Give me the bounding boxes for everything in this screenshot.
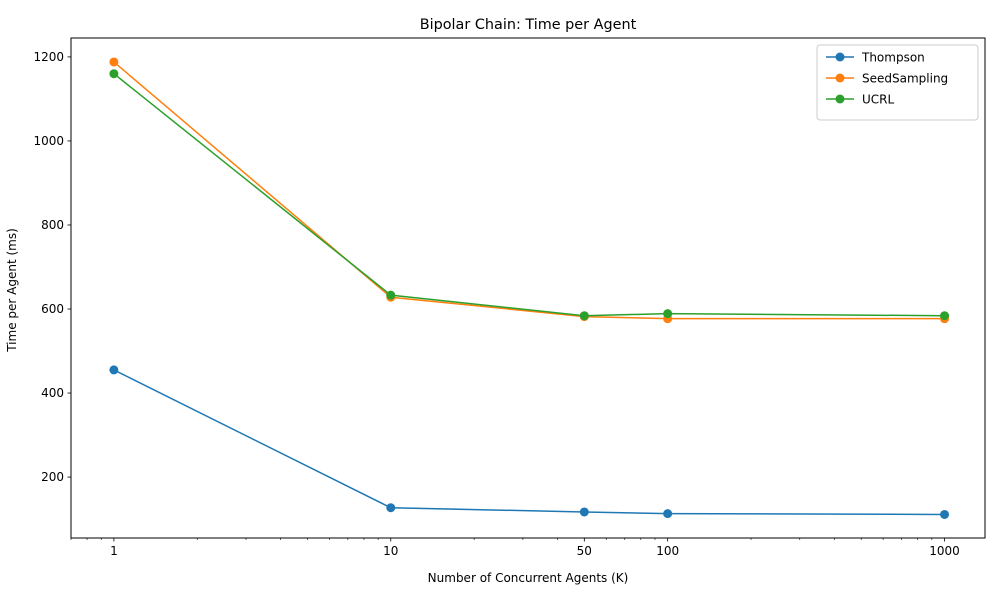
- x-tick-label: 1: [110, 544, 118, 558]
- y-tick-label: 200: [41, 470, 64, 484]
- y-tick-label: 1200: [33, 50, 64, 64]
- legend-marker-thompson: [835, 52, 845, 62]
- plot-area: 1 10 50 100 1000 200 400 600 800 1000 1200: [33, 37, 986, 558]
- plot-frame: [70, 37, 986, 539]
- x-tick-label: 50: [577, 544, 592, 558]
- y-tick-label: 800: [41, 218, 64, 232]
- data-point-thompson: [386, 503, 396, 513]
- data-point-thompson: [109, 365, 119, 375]
- y-tick-label: 600: [41, 302, 64, 316]
- data-point-ucrl: [386, 290, 396, 300]
- data-point-ucrl: [663, 309, 673, 319]
- data-point-ucrl: [579, 311, 589, 321]
- legend-box: [816, 44, 979, 121]
- legend-marker-ucrl: [835, 94, 845, 104]
- legend-label-ucrl: UCRL: [862, 93, 895, 107]
- data-point-ucrl: [940, 311, 950, 321]
- data-point-thompson: [579, 507, 589, 517]
- legend: Thompson SeedSampling UCRL: [816, 44, 979, 121]
- x-tick-label: 1000: [929, 544, 960, 558]
- x-tick-label: 100: [656, 544, 679, 558]
- y-axis-label: Time per Agent (ms): [5, 228, 19, 353]
- data-point-thompson: [940, 509, 950, 519]
- y-tick-label: 400: [41, 386, 64, 400]
- x-tick-label: 10: [383, 544, 398, 558]
- legend-marker-seedsampling: [835, 73, 845, 83]
- data-point-thompson: [663, 509, 673, 519]
- chart-title: Bipolar Chain: Time per Agent: [420, 17, 637, 33]
- legend-label-thompson: Thompson: [861, 51, 925, 65]
- series-line-thompson: [113, 369, 945, 516]
- data-point-ucrl: [109, 69, 119, 79]
- legend-label-seedsampling: SeedSampling: [862, 72, 948, 86]
- data-point-seedsampling: [109, 57, 119, 67]
- x-axis-label: Number of Concurrent Agents (K): [428, 571, 629, 585]
- y-tick-label: 1000: [33, 134, 64, 148]
